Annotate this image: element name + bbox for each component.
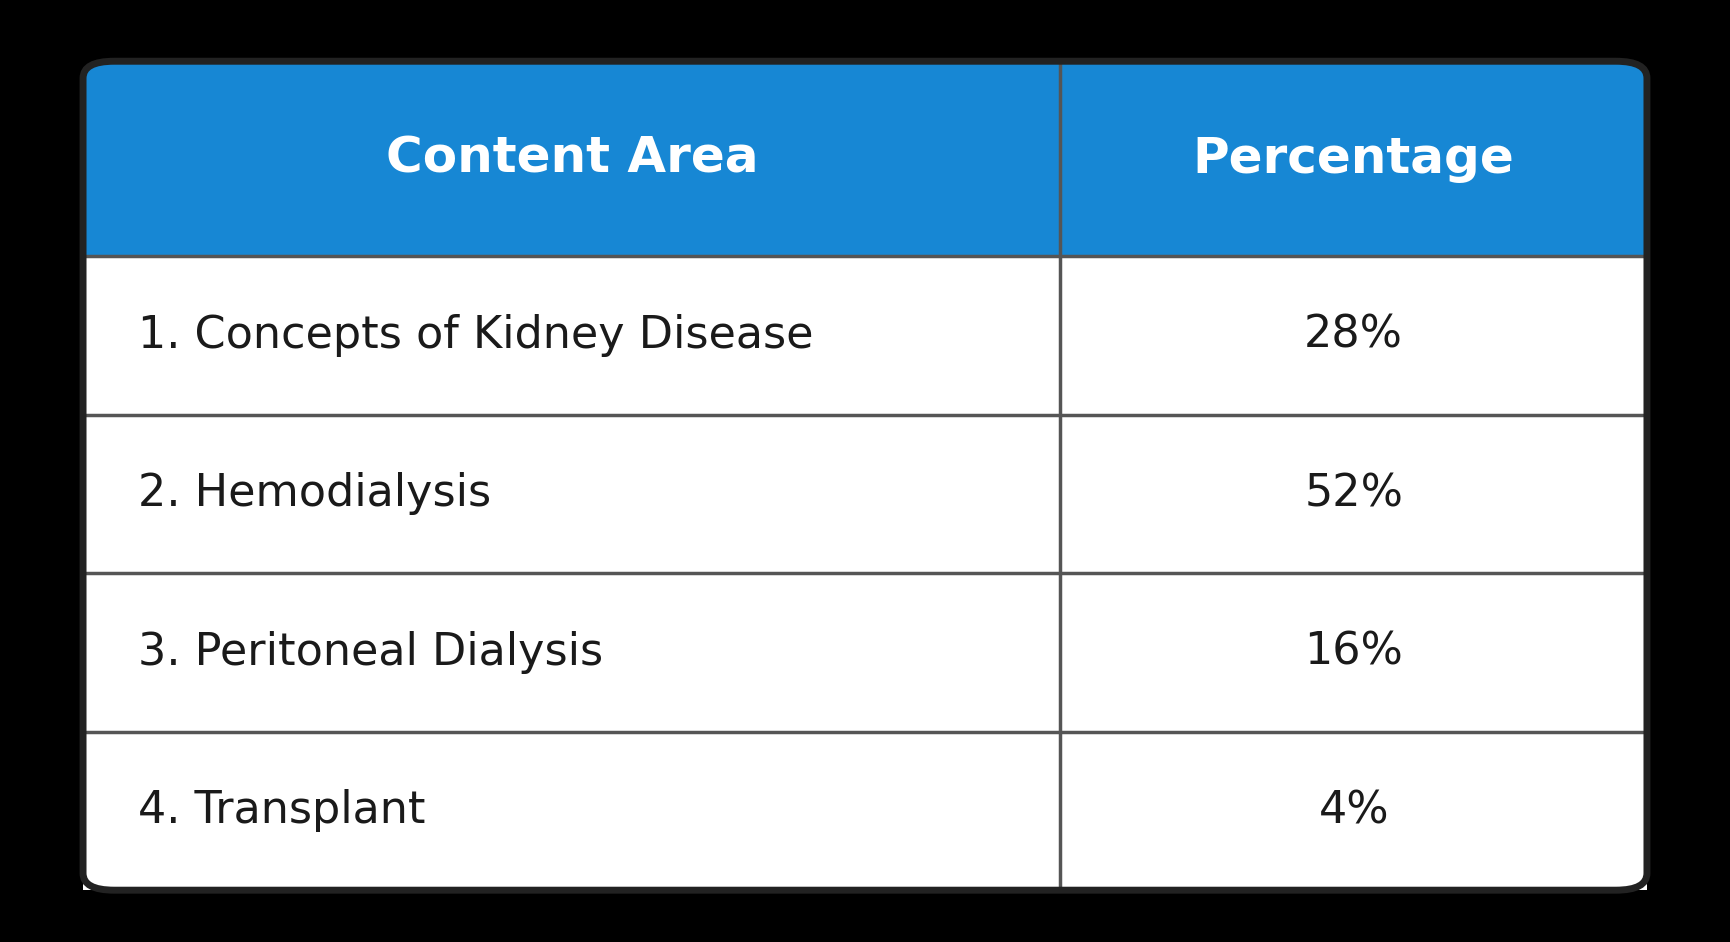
Text: 1. Concepts of Kidney Disease: 1. Concepts of Kidney Disease <box>138 314 813 357</box>
Text: 52%: 52% <box>1304 472 1403 515</box>
Bar <box>83 573 1060 732</box>
Bar <box>1060 573 1647 732</box>
Bar <box>1060 256 1647 414</box>
Bar <box>83 414 1060 573</box>
Text: Percentage: Percentage <box>1194 135 1514 183</box>
Bar <box>1060 732 1647 890</box>
Bar <box>83 256 1060 414</box>
Text: 28%: 28% <box>1304 314 1403 357</box>
Text: 4. Transplant: 4. Transplant <box>138 789 426 833</box>
Bar <box>83 256 1060 414</box>
Bar <box>83 732 1060 890</box>
Bar <box>83 178 1647 256</box>
Bar <box>83 732 1060 890</box>
Bar <box>1060 573 1647 732</box>
Bar <box>1060 414 1647 573</box>
Text: 2. Hemodialysis: 2. Hemodialysis <box>138 472 491 515</box>
Bar <box>83 573 1060 732</box>
FancyBboxPatch shape <box>83 61 1647 256</box>
Text: 16%: 16% <box>1304 631 1403 674</box>
Text: 3. Peritoneal Dialysis: 3. Peritoneal Dialysis <box>138 631 604 674</box>
FancyBboxPatch shape <box>83 61 1647 890</box>
Bar <box>1060 256 1647 414</box>
Bar <box>1060 414 1647 573</box>
Text: Content Area: Content Area <box>386 135 758 183</box>
FancyBboxPatch shape <box>83 256 1647 890</box>
Bar <box>83 414 1060 573</box>
Text: 4%: 4% <box>1318 789 1389 833</box>
Bar <box>1060 732 1647 890</box>
